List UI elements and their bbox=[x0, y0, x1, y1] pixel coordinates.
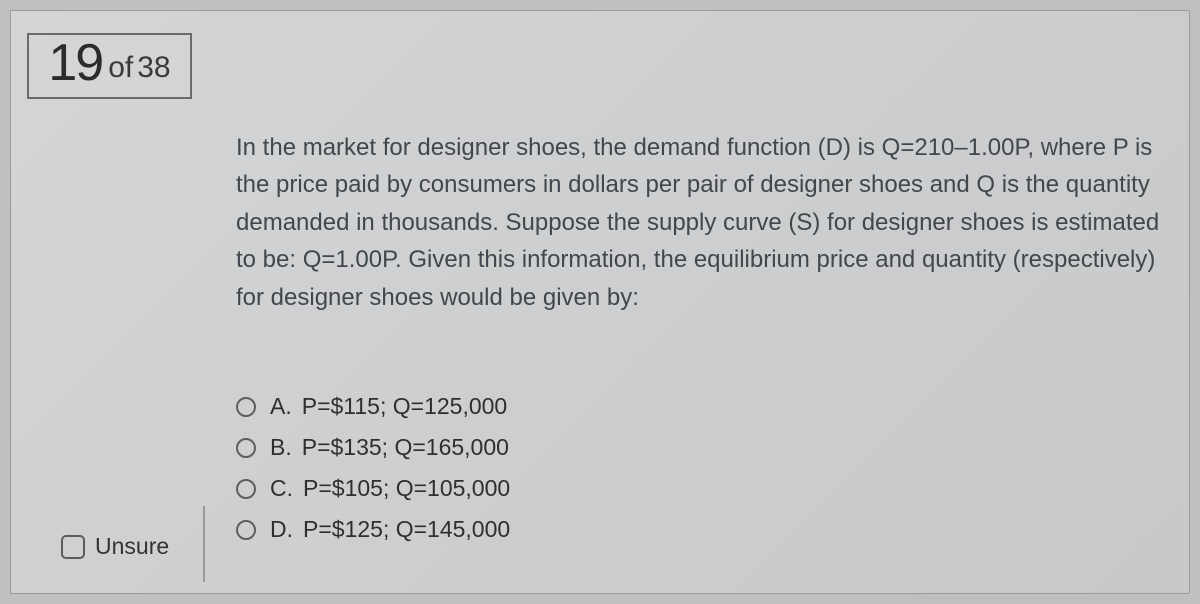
separator-line bbox=[203, 506, 205, 582]
option-letter-c: C. bbox=[270, 475, 293, 502]
unsure-checkbox[interactable] bbox=[61, 535, 85, 559]
unsure-container: Unsure bbox=[61, 533, 169, 560]
question-card: 19 of 38 In the market for designer shoe… bbox=[10, 10, 1190, 594]
option-c[interactable]: C. P=$105; Q=105,000 bbox=[236, 475, 1136, 502]
radio-b[interactable] bbox=[236, 438, 256, 458]
option-d[interactable]: D. P=$125; Q=145,000 bbox=[236, 516, 1136, 543]
question-text: In the market for designer shoes, the de… bbox=[236, 129, 1166, 316]
radio-c[interactable] bbox=[236, 479, 256, 499]
option-letter-d: D. bbox=[270, 516, 293, 543]
question-number-box: 19 of 38 bbox=[27, 33, 192, 99]
radio-a[interactable] bbox=[236, 397, 256, 417]
option-text-b: P=$135; Q=165,000 bbox=[302, 434, 509, 461]
question-number-total: 38 bbox=[137, 51, 170, 85]
option-text-c: P=$105; Q=105,000 bbox=[303, 475, 510, 502]
unsure-label: Unsure bbox=[95, 533, 169, 560]
option-b[interactable]: B. P=$135; Q=165,000 bbox=[236, 434, 1136, 461]
question-number-of: of bbox=[108, 51, 133, 85]
option-a[interactable]: A. P=$115; Q=125,000 bbox=[236, 393, 1136, 420]
option-text-a: P=$115; Q=125,000 bbox=[302, 393, 507, 420]
option-text-d: P=$125; Q=145,000 bbox=[303, 516, 510, 543]
question-number-current: 19 bbox=[48, 37, 102, 89]
option-letter-a: A. bbox=[270, 393, 292, 420]
radio-d[interactable] bbox=[236, 520, 256, 540]
option-letter-b: B. bbox=[270, 434, 292, 461]
options-list: A. P=$115; Q=125,000 B. P=$135; Q=165,00… bbox=[236, 393, 1136, 557]
